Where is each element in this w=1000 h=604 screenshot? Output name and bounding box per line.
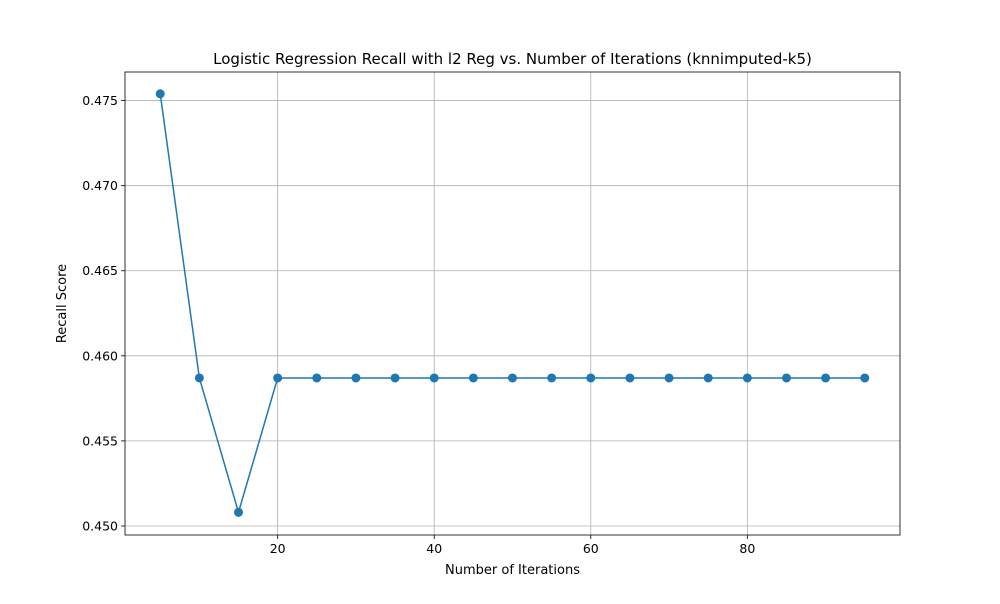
axis-ticks: 20 40 60 80 0.450 0.455 0.460 0.465 0.470 0.475 bbox=[82, 93, 755, 556]
y-tick-label: 0.465 bbox=[82, 263, 118, 278]
data-point bbox=[781, 373, 791, 383]
chart-title: Logistic Regression Recall with l2 Reg v… bbox=[213, 50, 812, 68]
data-point bbox=[742, 373, 752, 383]
y-axis-label: Recall Score bbox=[55, 264, 70, 343]
data-point bbox=[468, 373, 478, 383]
data-point bbox=[547, 373, 557, 383]
data-point bbox=[586, 373, 596, 383]
grid bbox=[125, 72, 900, 535]
data-point bbox=[664, 373, 674, 383]
data-point bbox=[821, 373, 831, 383]
x-tick-label: 60 bbox=[583, 541, 599, 556]
data-point bbox=[429, 373, 439, 383]
data-point bbox=[312, 373, 322, 383]
data-point bbox=[155, 89, 165, 99]
series-0 bbox=[155, 89, 870, 517]
data-point bbox=[234, 507, 244, 517]
x-axis-label: Number of Iterations bbox=[445, 563, 580, 578]
data-point bbox=[508, 373, 517, 383]
x-tick-label: 20 bbox=[270, 541, 286, 556]
y-tick-label: 0.475 bbox=[82, 93, 118, 108]
x-tick-label: 80 bbox=[739, 541, 755, 556]
y-tick-label: 0.460 bbox=[82, 348, 118, 363]
data-point bbox=[625, 373, 635, 383]
data-point bbox=[390, 373, 400, 383]
y-tick-label: 0.450 bbox=[82, 518, 118, 533]
y-tick-label: 0.455 bbox=[82, 433, 118, 448]
x-tick-label: 40 bbox=[426, 541, 442, 556]
data-point bbox=[273, 373, 283, 383]
data-point bbox=[351, 373, 361, 383]
plot-area-frame bbox=[124, 71, 901, 536]
data-point bbox=[194, 373, 204, 383]
data-point bbox=[703, 373, 713, 383]
data-point bbox=[860, 373, 870, 383]
y-tick-label: 0.470 bbox=[82, 178, 118, 193]
